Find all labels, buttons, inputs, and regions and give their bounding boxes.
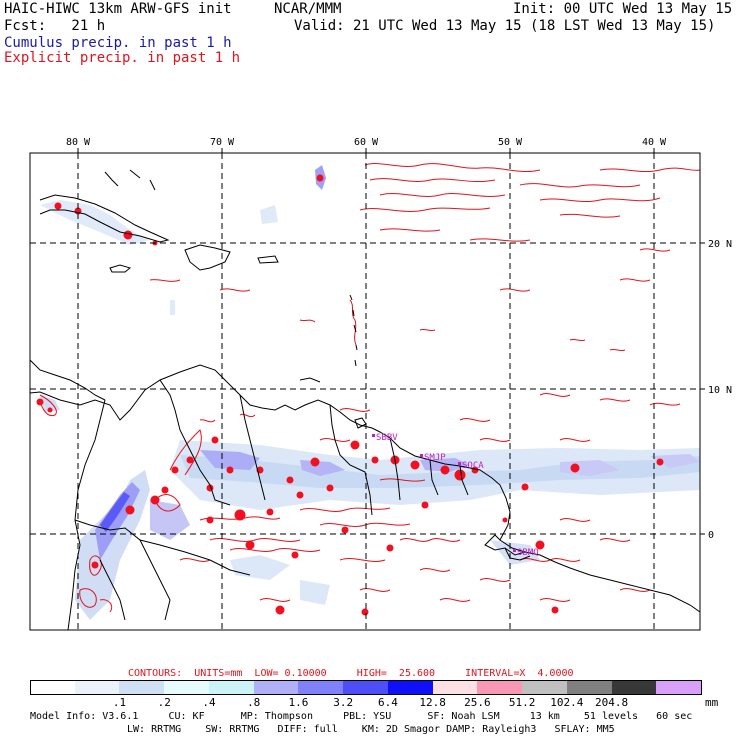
colorbar-swatch xyxy=(164,680,210,695)
colorbar-swatch xyxy=(656,680,703,695)
lon-label-60w: 60 W xyxy=(354,137,379,148)
map-frame xyxy=(29,152,701,631)
colorbar-tick-label: 1.6 xyxy=(288,696,309,709)
colorbar-swatch xyxy=(566,680,613,695)
colorbar-swatch xyxy=(298,680,344,695)
station-label-sbmq: SBMQ xyxy=(517,548,539,558)
colorbar-swatch xyxy=(74,680,120,695)
lon-label-70w: 70 W xyxy=(210,137,235,148)
lon-label-50w: 50 W xyxy=(498,137,523,148)
colorbar-unit: mm xyxy=(705,696,719,709)
station-label-soca: SOCA xyxy=(462,461,484,471)
coastlines xyxy=(30,169,700,630)
forecast-hour: Fcst: 21 h xyxy=(4,18,106,34)
colorbar-tick-label: .1 xyxy=(112,696,127,709)
colorbar-swatch xyxy=(611,680,657,695)
colorbar-tick-label: 12.8 xyxy=(419,696,446,709)
colorbar-tick-label: .8 xyxy=(247,696,261,709)
map-background xyxy=(30,153,700,630)
cumulus-legend: Cumulus precip. in past 1 h xyxy=(4,35,232,51)
colorbar-swatch xyxy=(343,680,389,695)
lat-lon-grid xyxy=(30,153,700,630)
station-label-smjp: SMJP xyxy=(424,453,446,463)
explicit-precip-contours xyxy=(39,163,700,613)
colorbar-tick-label: 3.2 xyxy=(333,696,354,709)
lat-label-20n: 20 N xyxy=(708,239,732,250)
contours-info: CONTOURS: UNITS=mm LOW= 0.10000 HIGH= 25… xyxy=(128,668,574,679)
colorbar-tick-label: 204.8 xyxy=(595,696,629,709)
model-info-line2: LW: RRTMG SW: RRTMG DIFF: full KM: 2D Sm… xyxy=(127,724,615,735)
colorbar-swatch xyxy=(30,680,77,695)
colorbar-swatch xyxy=(477,680,523,695)
axis-ticks xyxy=(77,148,705,535)
colorbar-tick-label: 51.2 xyxy=(508,696,536,709)
lat-label-10n: 10 N xyxy=(708,385,732,396)
cumulus-precip-field xyxy=(40,165,700,620)
colorbar-swatch xyxy=(432,680,478,695)
station-label-sbbv: SBBV xyxy=(376,433,398,443)
colorbar-tick-label: 6.4 xyxy=(377,696,398,709)
model-info-line1: Model Info: V3.6.1 CU: KF MP: Thompson P… xyxy=(30,711,693,722)
colorbar-swatch xyxy=(119,680,165,695)
colorbar-tick-label: 102.4 xyxy=(550,696,584,709)
model-title: HAIC-HIWC 13km ARW-GFS init xyxy=(4,1,232,17)
valid-time: Valid: 21 UTC Wed 13 May 15 (18 LST Wed … xyxy=(294,18,716,34)
colorbar-swatch xyxy=(253,680,299,695)
station-markers xyxy=(372,434,516,552)
center-label: NCAR/MMM xyxy=(274,1,342,17)
colorbar-swatch xyxy=(387,680,434,695)
explicit-legend: Explicit precip. in past 1 h xyxy=(4,50,241,66)
colorbar-tick-label: .4 xyxy=(202,696,216,709)
lon-label-80w: 80 W xyxy=(66,137,91,148)
lon-label-40w: 40 W xyxy=(642,137,667,148)
colorbar-tick-label: .2 xyxy=(157,696,171,709)
colorbar-tick-label: 25.6 xyxy=(464,696,491,709)
colorbar-swatch xyxy=(208,680,255,695)
lat-label-0: 0 xyxy=(708,530,714,541)
init-time: Init: 00 UTC Wed 13 May 15 xyxy=(513,1,733,17)
colorbar-swatch xyxy=(522,680,568,695)
